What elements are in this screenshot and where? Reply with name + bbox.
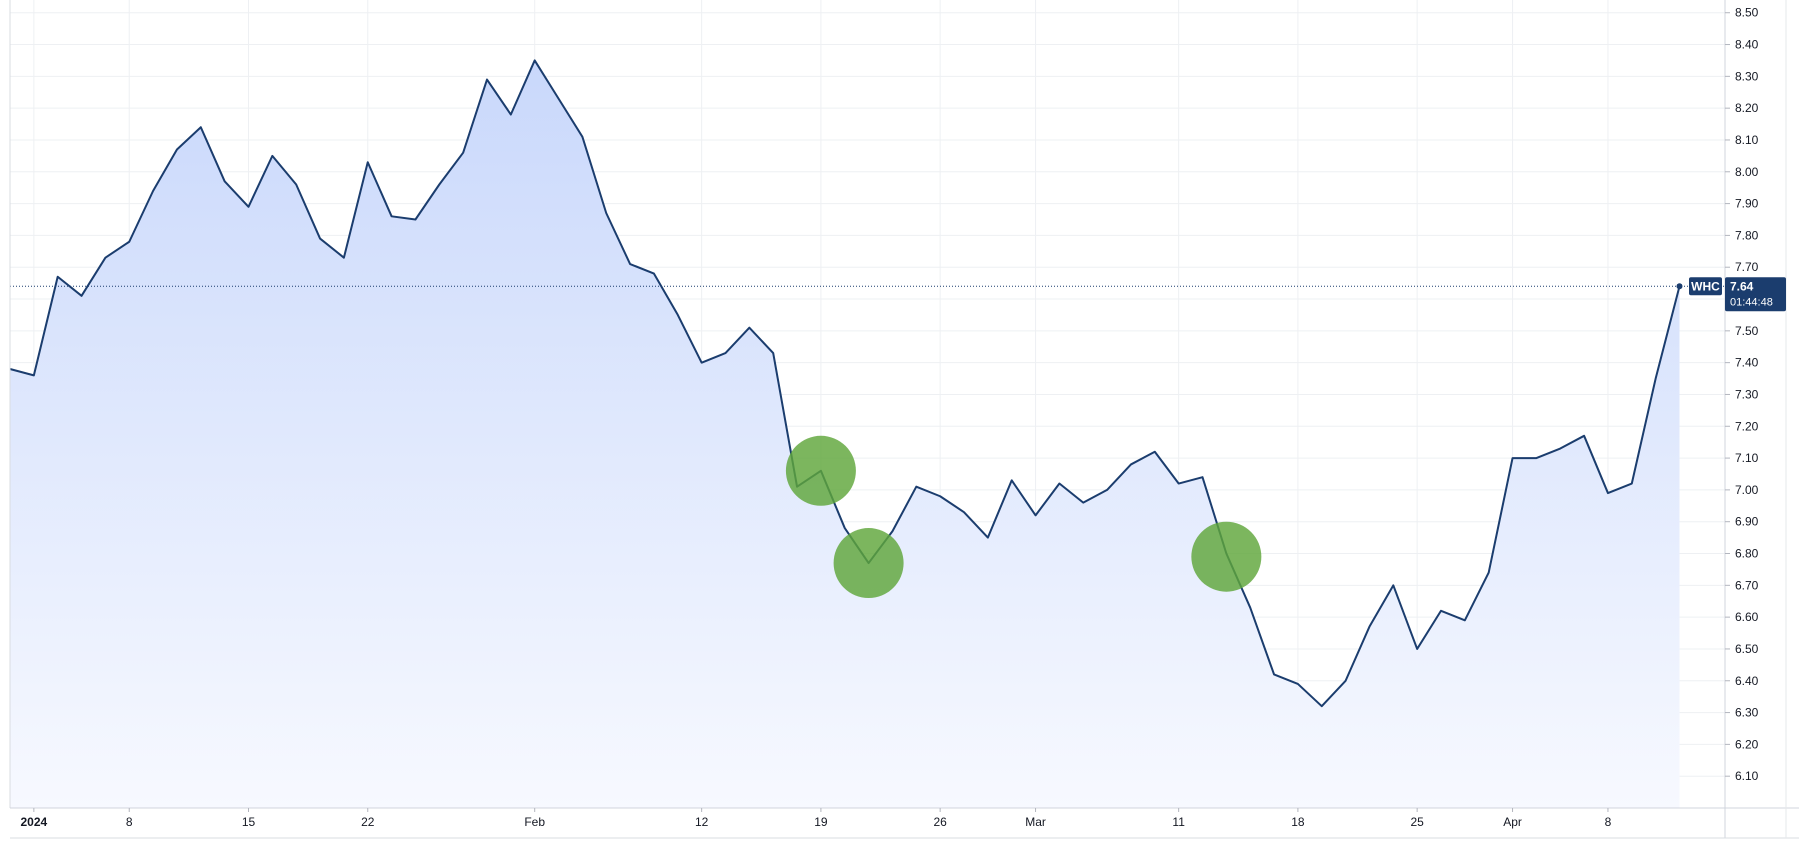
y-tick-label: 7.10: [1735, 451, 1759, 465]
y-tick-label: 6.30: [1735, 706, 1759, 720]
y-tick-label: 8.50: [1735, 6, 1759, 20]
x-tick-label: 18: [1291, 815, 1305, 829]
x-tick-label: 11: [1172, 815, 1185, 829]
x-tick-label: 26: [933, 815, 947, 829]
last-point-dot: [1676, 283, 1683, 290]
y-tick-label: 6.50: [1735, 642, 1759, 656]
x-tick-label: Mar: [1025, 815, 1046, 829]
x-tick-label: Apr: [1503, 815, 1522, 829]
price-area: [10, 60, 1680, 808]
y-tick-label: 7.80: [1735, 228, 1759, 242]
x-axis-ticks: 2024 8 15 22 Feb 12 19 26 Mar 11 18 25 Apr 8: [20, 808, 1612, 829]
y-tick-label: 7.20: [1735, 419, 1759, 433]
y-tick-label: 8.20: [1735, 101, 1759, 115]
y-tick-label: 8.00: [1735, 165, 1759, 179]
y-tick-label: 6.90: [1735, 515, 1759, 529]
x-tick-label: 25: [1410, 815, 1424, 829]
y-tick-label: 7.50: [1735, 324, 1759, 338]
price-badge: WHC 7.64 01:44:48: [1689, 277, 1786, 312]
y-tick-label: 8.40: [1735, 38, 1759, 52]
signal-marker[interactable]: [785, 435, 856, 506]
countdown-label: 01:44:48: [1730, 296, 1773, 308]
x-tick-label: 19: [814, 815, 828, 829]
y-tick-label: 6.60: [1735, 610, 1759, 624]
y-tick-label: 8.10: [1735, 133, 1759, 147]
y-tick-label: 7.30: [1735, 387, 1759, 401]
y-tick-label: 6.40: [1735, 674, 1759, 688]
price-badge-bg: [1725, 277, 1786, 312]
y-tick-label: 7.40: [1735, 356, 1759, 370]
area-fill: [10, 60, 1680, 808]
ticker-badge-bg: [1689, 277, 1722, 296]
x-tick-label: 2024: [20, 815, 47, 829]
x-tick-label: Feb: [524, 815, 545, 829]
y-axis-ticks: 6.10 6.20 6.30 6.40 6.50 6.60 6.70 6.80 6.90 7.00…: [1725, 6, 1759, 783]
signal-marker[interactable]: [833, 528, 904, 599]
y-tick-label: 7.70: [1735, 260, 1759, 274]
last-price-line: [10, 283, 1725, 290]
x-tick-label: 12: [695, 815, 709, 829]
price-line: [9, 59, 1681, 708]
ticker-label: WHC: [1691, 279, 1720, 293]
x-tick-label: 22: [361, 815, 375, 829]
y-tick-label: 7.00: [1735, 483, 1759, 497]
y-tick-label: 6.10: [1735, 769, 1759, 783]
series-line: [9, 59, 1681, 708]
x-tick-label: 15: [242, 815, 256, 829]
y-tick-label: 8.30: [1735, 69, 1759, 83]
x-tick-label: 8: [126, 815, 133, 829]
last-price-label: 7.64: [1730, 279, 1754, 293]
y-tick-label: 7.90: [1735, 197, 1759, 211]
x-tick-label: 8: [1605, 815, 1612, 829]
signal-markers[interactable]: [785, 435, 1262, 599]
y-tick-label: 6.80: [1735, 547, 1759, 561]
y-tick-label: 6.70: [1735, 578, 1759, 592]
y-tick-label: 6.20: [1735, 737, 1759, 751]
signal-marker[interactable]: [1191, 521, 1262, 592]
